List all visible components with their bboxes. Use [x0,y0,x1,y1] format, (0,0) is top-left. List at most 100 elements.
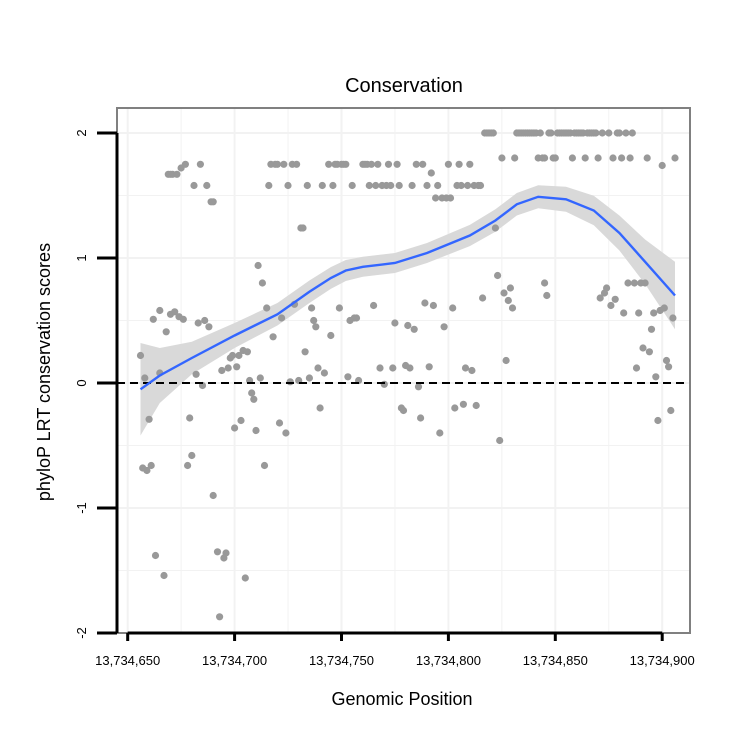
data-point [342,160,350,168]
data-point [235,351,243,360]
data-point [417,414,425,422]
y-axis: -2 -1 0 1 2 [74,129,119,639]
data-point [186,414,194,422]
data-point [352,314,361,322]
data-point [543,291,551,300]
data-point [461,364,470,372]
x-tick-label: 13,734,750 [309,653,374,668]
data-point [541,279,549,287]
data-point [209,491,217,500]
data-point [209,198,217,206]
data-point [387,181,395,190]
data-point [205,323,213,331]
data-point [658,161,666,170]
x-axis: 13,734,650 13,734,700 13,734,750 13,734,800… [95,631,695,668]
data-point [444,160,452,168]
data-point [641,279,649,287]
data-point [425,363,433,371]
data-point [502,356,510,365]
data-point [671,154,679,162]
data-point [506,284,514,292]
data-point [188,451,196,460]
data-point [143,466,151,475]
data-point [399,406,408,415]
data-point [547,129,555,137]
data-point [365,181,373,190]
x-tick-label: 13,734,850 [523,653,588,668]
data-point [536,129,544,137]
data-point [592,129,600,137]
data-point [635,309,643,317]
data-point [404,321,412,330]
data-point [628,129,636,137]
data-point [421,299,429,307]
data-point [201,316,209,325]
x-tick-label: 13,734,700 [202,653,267,668]
data-point [605,129,613,137]
y-axis-label: phyloP LRT conservation scores [34,243,54,501]
data-point [412,160,420,168]
data-point [149,315,157,323]
data-point [254,261,262,270]
data-point [329,181,337,190]
data-point [620,309,628,317]
x-tick-label: 13,734,900 [630,653,695,668]
chart-title: Conservation [345,75,463,97]
data-point [511,154,519,162]
data-point [250,395,258,403]
data-point [643,154,651,162]
data-point [624,279,632,287]
data-point [626,154,634,162]
data-point [282,429,290,437]
data-point [184,461,192,470]
data-point [273,160,281,168]
data-point [151,551,160,560]
data-point [237,416,245,425]
data-point [618,154,626,162]
y-tick-label: 0 [74,379,89,386]
data-point [581,154,589,162]
data-point [318,181,326,190]
data-point [607,301,615,310]
data-point [414,383,423,391]
data-point [393,160,401,168]
smooth-line [139,195,676,391]
data-point [500,289,508,297]
data-point [160,571,168,580]
data-point [320,369,328,377]
data-point [594,154,602,162]
data-point [284,181,292,190]
data-point [162,328,170,336]
data-point [472,401,480,410]
data-point [213,548,222,556]
data-point [314,364,322,372]
data-point [136,351,145,360]
data-point [639,344,647,352]
data-point [216,613,224,621]
data-point [446,194,455,202]
data-point [406,364,414,372]
data-point [380,380,388,388]
data-point [429,301,437,310]
data-point [156,306,164,315]
data-point [308,304,316,312]
data-point [147,461,155,470]
data-point [367,160,375,168]
data-point [647,325,656,333]
data-point [479,294,487,302]
data-point [652,373,660,381]
data-point [498,154,506,162]
x-tick-label: 13,734,800 [416,653,481,668]
data-point [615,129,624,137]
data-point [489,129,497,137]
data-point [654,416,662,425]
data-point [256,374,264,382]
data-point [305,374,313,382]
data-point [541,154,549,162]
data-point [508,304,517,312]
data-point [269,333,277,341]
data-point [233,363,241,371]
data-point [275,419,284,427]
data-point [231,424,239,432]
